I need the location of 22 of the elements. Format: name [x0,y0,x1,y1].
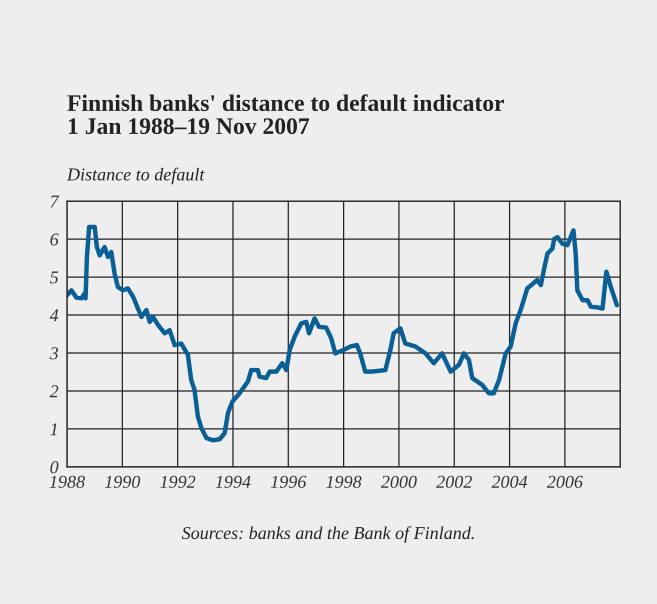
x-tick-label: 1988 [50,476,85,488]
x-tick-label: 2006 [546,476,583,488]
y-tick-label: 3 [50,347,58,360]
x-tick-label: 1996 [270,476,306,488]
y-tick-label: 2 [50,385,58,398]
y-axis-title: Distance to default [66,168,205,184]
y-tick-label: 5 [50,272,58,284]
y-tick-label: 4 [50,309,58,322]
line-series [67,224,620,443]
x-tick-label: 1994 [216,476,251,488]
y-tick-label: 6 [50,233,59,246]
chart-title: Finnish banks' distance to default indicator 1 Jan 1988–19 Nov 2007 [67,94,504,134]
y-tick-label: 1 [50,423,57,436]
x-tick-label: 2004 [492,476,528,488]
x-tick-label: 1998 [326,476,362,488]
y-tick-label: 0 [50,461,58,474]
x-tick-label: 2002 [436,476,472,488]
y-tick-label: 7 [50,196,60,208]
x-tick-label: 2000 [380,476,417,488]
x-tick-label: 1990 [104,476,140,488]
source-note: Sources: banks and the Bank of Finland. [182,526,474,543]
x-tick-label: 1992 [160,476,196,488]
